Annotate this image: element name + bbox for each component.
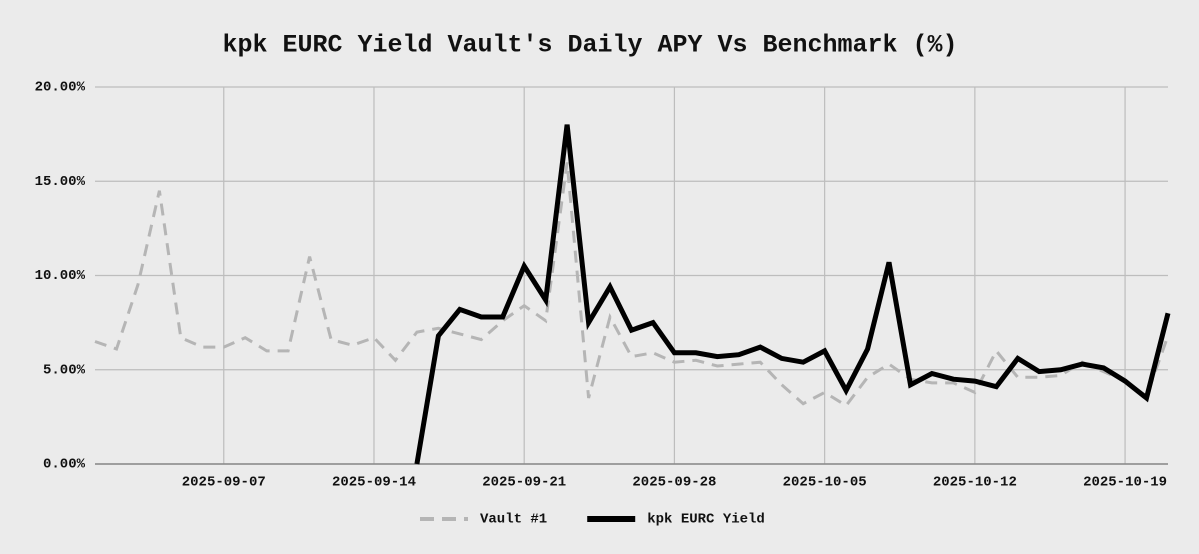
chart-title: kpk EURC Yield Vault's Daily APY Vs Benc… [222, 31, 957, 60]
y-tick-label: 10.00% [35, 268, 86, 284]
x-tick-label: 2025-09-14 [332, 475, 416, 491]
legend-label: Vault #1 [480, 512, 547, 528]
legend-label: kpk EURC Yield [647, 512, 765, 528]
series-line [414, 124, 1171, 465]
series-line [94, 162, 1170, 408]
y-tick-label: 0.00% [43, 457, 86, 473]
x-tick-label: 2025-10-12 [933, 475, 1017, 491]
y-tick-label: 15.00% [35, 174, 86, 190]
y-tick-label: 20.00% [35, 80, 86, 96]
x-tick-label: 2025-10-19 [1083, 475, 1167, 491]
x-tick-label: 2025-10-05 [783, 475, 867, 491]
x-tick-label: 2025-09-21 [482, 475, 566, 491]
x-tick-label: 2025-09-28 [632, 475, 716, 491]
x-tick-label: 2025-09-07 [182, 475, 266, 491]
y-tick-label: 5.00% [43, 362, 86, 378]
